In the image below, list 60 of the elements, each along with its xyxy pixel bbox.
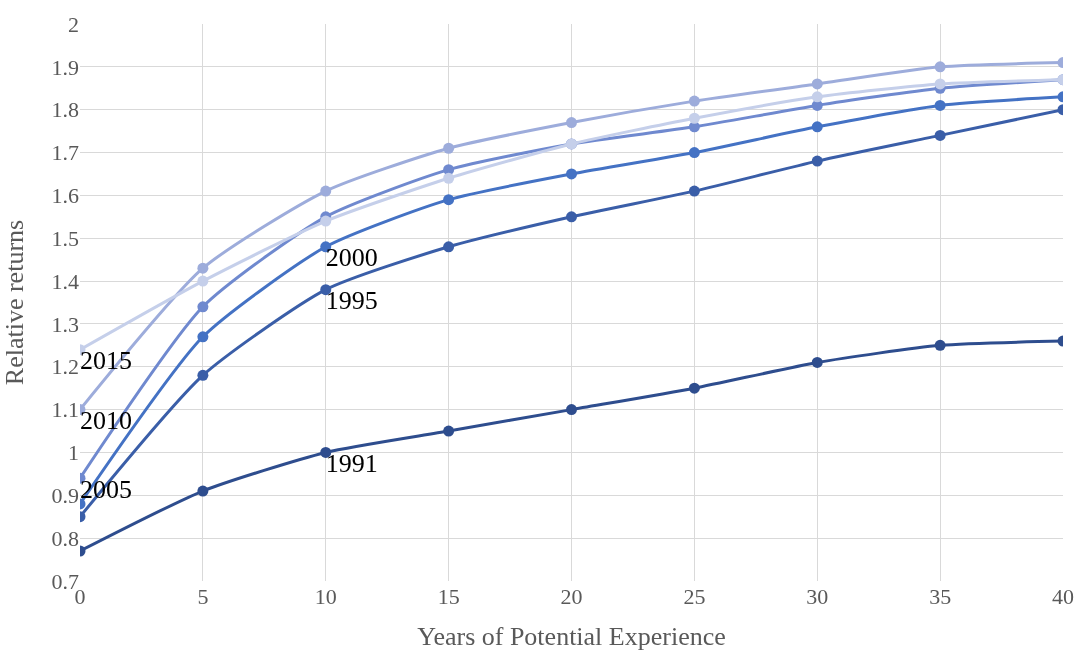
point (197, 331, 209, 343)
point (688, 382, 700, 394)
point (811, 91, 823, 103)
y-tick-label: 1.3 (51, 311, 79, 337)
x-tick-label: 30 (806, 584, 829, 609)
point (566, 168, 577, 180)
y-tick-label: 1.5 (51, 225, 79, 251)
point (934, 339, 946, 351)
point (443, 194, 455, 206)
x-tick-label: 20 (560, 584, 583, 609)
point (197, 485, 209, 497)
y-tick-label: 1.6 (51, 183, 79, 209)
x-tick-label: 5 (197, 584, 209, 609)
y-tick-label: 2 (68, 11, 79, 37)
series-label: 2000 (325, 243, 378, 273)
y-tick-label: 1.2 (51, 354, 79, 380)
y-axis-title: Relative returns (0, 219, 29, 386)
point (566, 404, 577, 416)
point (688, 112, 700, 124)
point (688, 147, 700, 159)
point (934, 78, 946, 90)
x-tick-label: 40 (1052, 584, 1074, 609)
point (811, 155, 823, 167)
series-label: 1991 (325, 448, 378, 478)
x-tick-label: 25 (683, 584, 706, 609)
x-tick-label: 15 (437, 584, 460, 609)
y-tick-label: 1.8 (51, 97, 79, 123)
point (197, 275, 209, 287)
point (197, 301, 209, 313)
series-label: 1995 (325, 286, 378, 316)
y-tick-label: 1.9 (51, 54, 79, 80)
point (566, 117, 577, 129)
point (934, 99, 946, 111)
x-tick-label: 35 (929, 584, 952, 609)
point (811, 121, 823, 133)
point (443, 172, 455, 184)
y-tick-label: 1.7 (51, 140, 79, 166)
point (443, 142, 455, 154)
point (934, 129, 946, 141)
point (811, 356, 823, 368)
point (443, 241, 455, 253)
point (320, 185, 332, 197)
point (688, 95, 700, 107)
point (934, 61, 946, 73)
x-axis-title: Years of Potential Experience (417, 622, 726, 651)
y-tick-label: 0.8 (51, 525, 79, 551)
x-tick-label: 10 (314, 584, 337, 609)
y-tick-label: 1.4 (51, 268, 79, 294)
point (197, 369, 209, 381)
y-tick-label: 1.1 (51, 397, 79, 423)
point (197, 262, 209, 274)
point (566, 211, 577, 223)
series-label: 2015 (80, 346, 132, 376)
y-tick-label: 1 (68, 440, 79, 466)
y-tick-label: 0.9 (51, 483, 79, 509)
point (443, 425, 455, 437)
x-tick-label: 0 (74, 584, 86, 609)
point (320, 215, 332, 227)
point (811, 78, 823, 90)
point (688, 185, 700, 197)
